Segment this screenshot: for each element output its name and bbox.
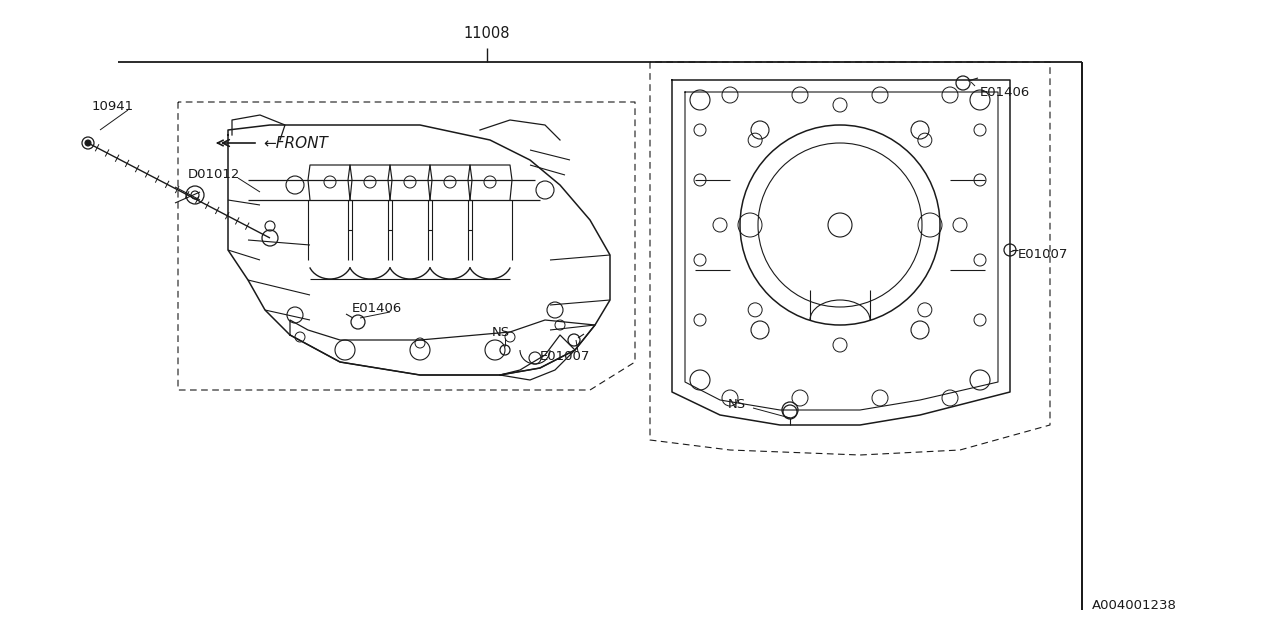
Text: 11008: 11008 xyxy=(463,26,511,40)
Text: E01007: E01007 xyxy=(1018,248,1069,262)
Text: E01406: E01406 xyxy=(352,301,402,314)
Text: E01406: E01406 xyxy=(980,86,1030,99)
Text: A004001238: A004001238 xyxy=(1092,599,1176,612)
Text: NS: NS xyxy=(728,399,746,412)
Text: NS: NS xyxy=(492,326,511,339)
Text: E01007: E01007 xyxy=(540,351,590,364)
Text: ←FRONT: ←FRONT xyxy=(262,136,328,150)
Circle shape xyxy=(84,140,91,146)
Text: D01012: D01012 xyxy=(188,168,241,180)
Text: 10941: 10941 xyxy=(92,99,134,113)
